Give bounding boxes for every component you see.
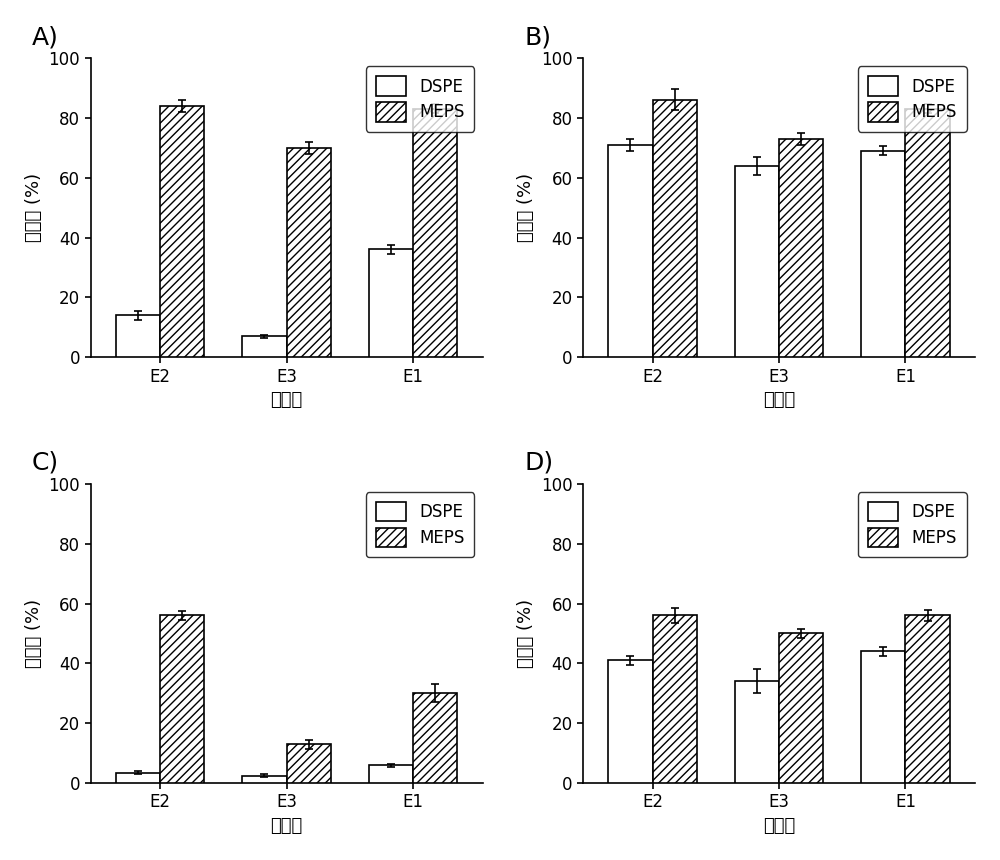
X-axis label: 分析物: 分析物 bbox=[270, 817, 303, 835]
Bar bbox=[242, 776, 287, 783]
Bar bbox=[608, 144, 653, 357]
Text: B): B) bbox=[524, 25, 551, 49]
Bar bbox=[653, 100, 697, 357]
Legend: DSPE, MEPS: DSPE, MEPS bbox=[366, 492, 474, 557]
Bar bbox=[160, 106, 204, 357]
Bar bbox=[608, 660, 653, 783]
Bar bbox=[287, 744, 331, 783]
Bar bbox=[369, 765, 413, 783]
X-axis label: 分析物: 分析物 bbox=[270, 391, 303, 409]
Bar bbox=[413, 109, 457, 357]
Bar bbox=[905, 616, 950, 783]
Bar bbox=[242, 336, 287, 357]
Y-axis label: 回收率 (%): 回收率 (%) bbox=[517, 173, 535, 243]
Bar bbox=[369, 249, 413, 357]
Bar bbox=[861, 150, 905, 357]
Bar bbox=[116, 772, 160, 783]
Bar bbox=[905, 109, 950, 357]
Legend: DSPE, MEPS: DSPE, MEPS bbox=[366, 66, 474, 132]
Text: D): D) bbox=[524, 451, 553, 475]
Legend: DSPE, MEPS: DSPE, MEPS bbox=[858, 492, 967, 557]
Bar bbox=[413, 693, 457, 783]
X-axis label: 分析物: 分析物 bbox=[763, 817, 795, 835]
Text: C): C) bbox=[32, 451, 59, 475]
Bar bbox=[160, 616, 204, 783]
Bar bbox=[116, 316, 160, 357]
Y-axis label: 回收率 (%): 回收率 (%) bbox=[517, 599, 535, 668]
Bar bbox=[779, 634, 823, 783]
Bar bbox=[735, 681, 779, 783]
Legend: DSPE, MEPS: DSPE, MEPS bbox=[858, 66, 967, 132]
Bar bbox=[735, 166, 779, 357]
X-axis label: 分析物: 分析物 bbox=[763, 391, 795, 409]
Bar bbox=[779, 138, 823, 357]
Bar bbox=[653, 616, 697, 783]
Y-axis label: 回收率 (%): 回收率 (%) bbox=[25, 173, 43, 243]
Bar bbox=[287, 148, 331, 357]
Text: A): A) bbox=[32, 25, 59, 49]
Bar bbox=[861, 651, 905, 783]
Y-axis label: 回收率 (%): 回收率 (%) bbox=[25, 599, 43, 668]
